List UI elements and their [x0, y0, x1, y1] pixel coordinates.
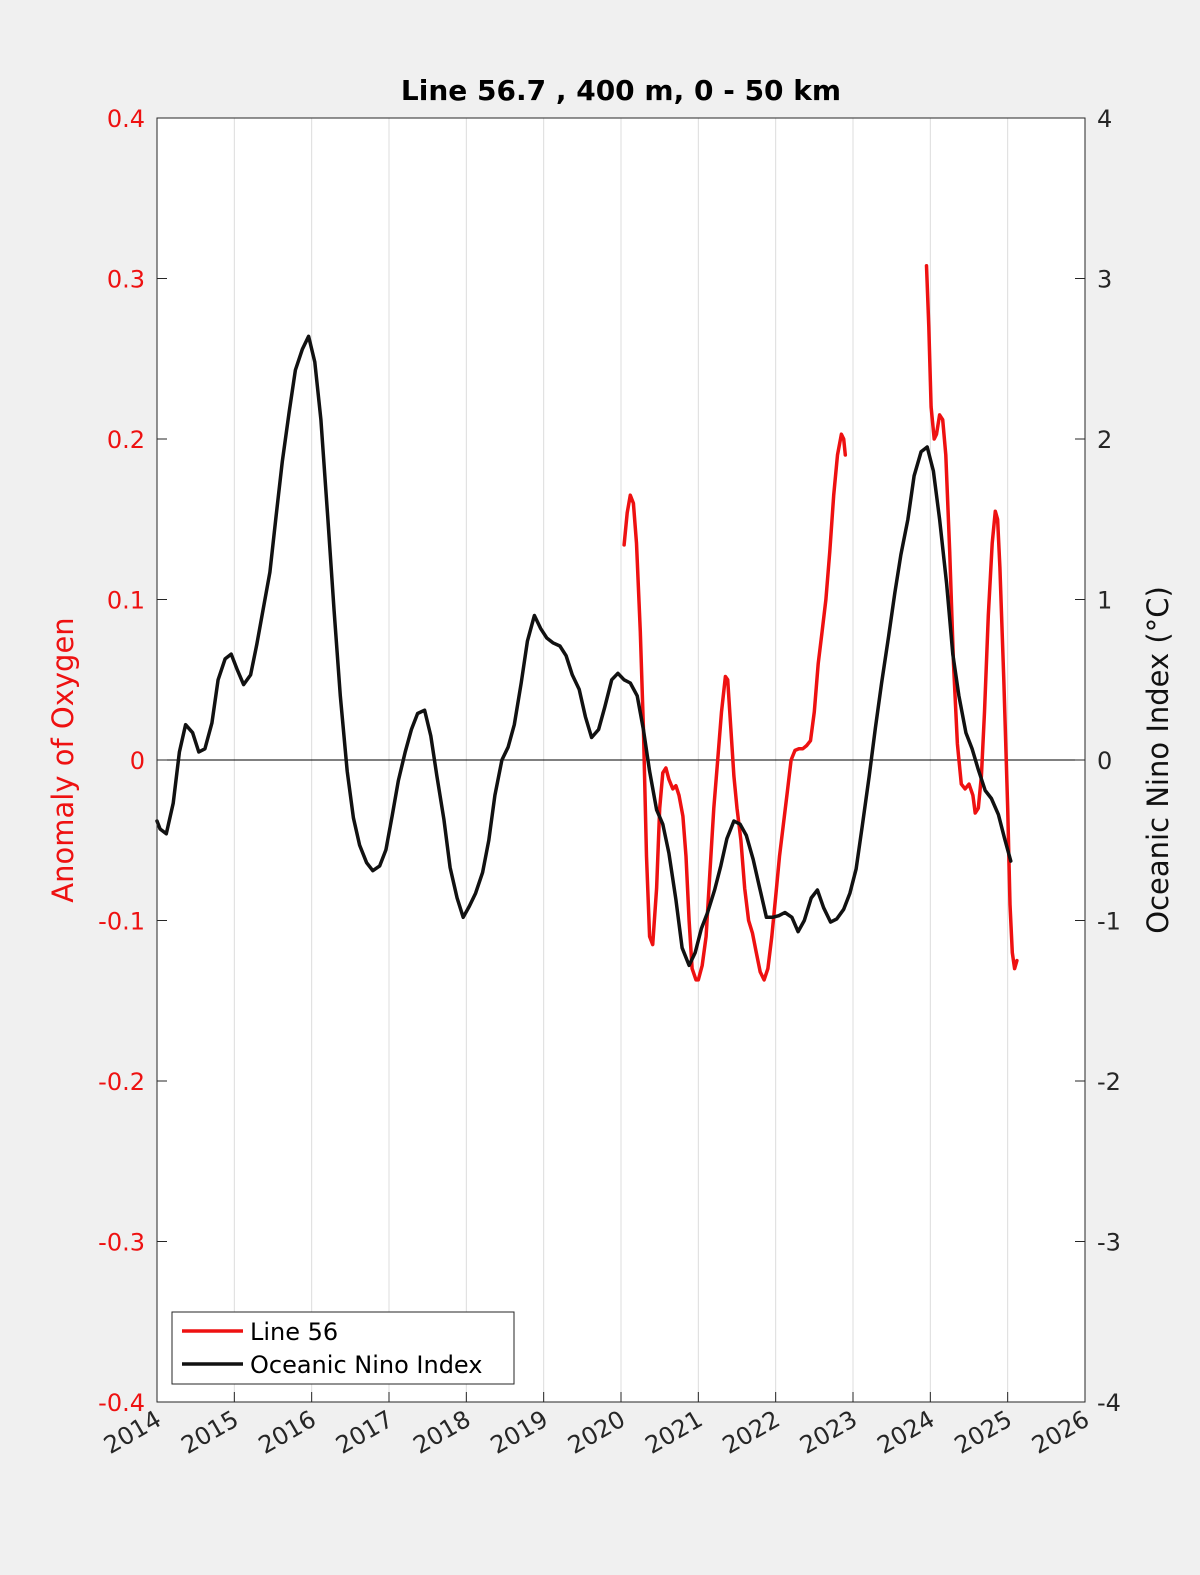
legend-label: Oceanic Nino Index	[250, 1351, 482, 1379]
y-tick-label-right: 4	[1097, 105, 1112, 133]
y-tick-label-left: 0.4	[107, 105, 145, 133]
series-line-line-56	[924, 263, 1019, 971]
legend: Line 56 Oceanic Nino Index	[171, 1311, 515, 1385]
y-tick-label-right: -3	[1097, 1229, 1121, 1257]
y-tick-label-right: 3	[1097, 266, 1112, 294]
y-tick-label-right: -2	[1097, 1068, 1121, 1096]
y-tick-label-left: -0.1	[98, 908, 145, 936]
legend-box	[171, 1311, 515, 1385]
y-tick-label-right: 0	[1097, 747, 1112, 775]
y-tick-label-right: 2	[1097, 426, 1112, 454]
y-tick-label-left: 0.1	[107, 587, 145, 615]
chart-title: Line 56.7 , 400 m, 0 - 50 km	[401, 74, 841, 107]
y-tick-label-left: -0.3	[98, 1229, 145, 1257]
y-tick-label-left: 0.3	[107, 266, 145, 294]
legend-label: Line 56	[250, 1318, 338, 1346]
y-axis-label-left: Anomaly of Oxygen	[46, 617, 80, 902]
series-line-oceanic-nino-index	[155, 334, 1013, 968]
y-tick-label-left: -0.2	[98, 1068, 145, 1096]
y-tick-label-right: -4	[1097, 1389, 1121, 1417]
y-tick-label-left: 0.2	[107, 426, 145, 454]
series-group	[155, 263, 1019, 982]
y-tick-label-left: 0	[130, 747, 145, 775]
axis-ticks	[156, 117, 1086, 1403]
y-tick-label-right: 1	[1097, 587, 1112, 615]
y-axis-label-right: Oceanic Nino Index (°C)	[1141, 586, 1175, 934]
series-line-line-56	[622, 432, 848, 982]
y-tick-label-left: -0.4	[98, 1389, 145, 1417]
y-tick-label-right: -1	[1097, 908, 1121, 936]
